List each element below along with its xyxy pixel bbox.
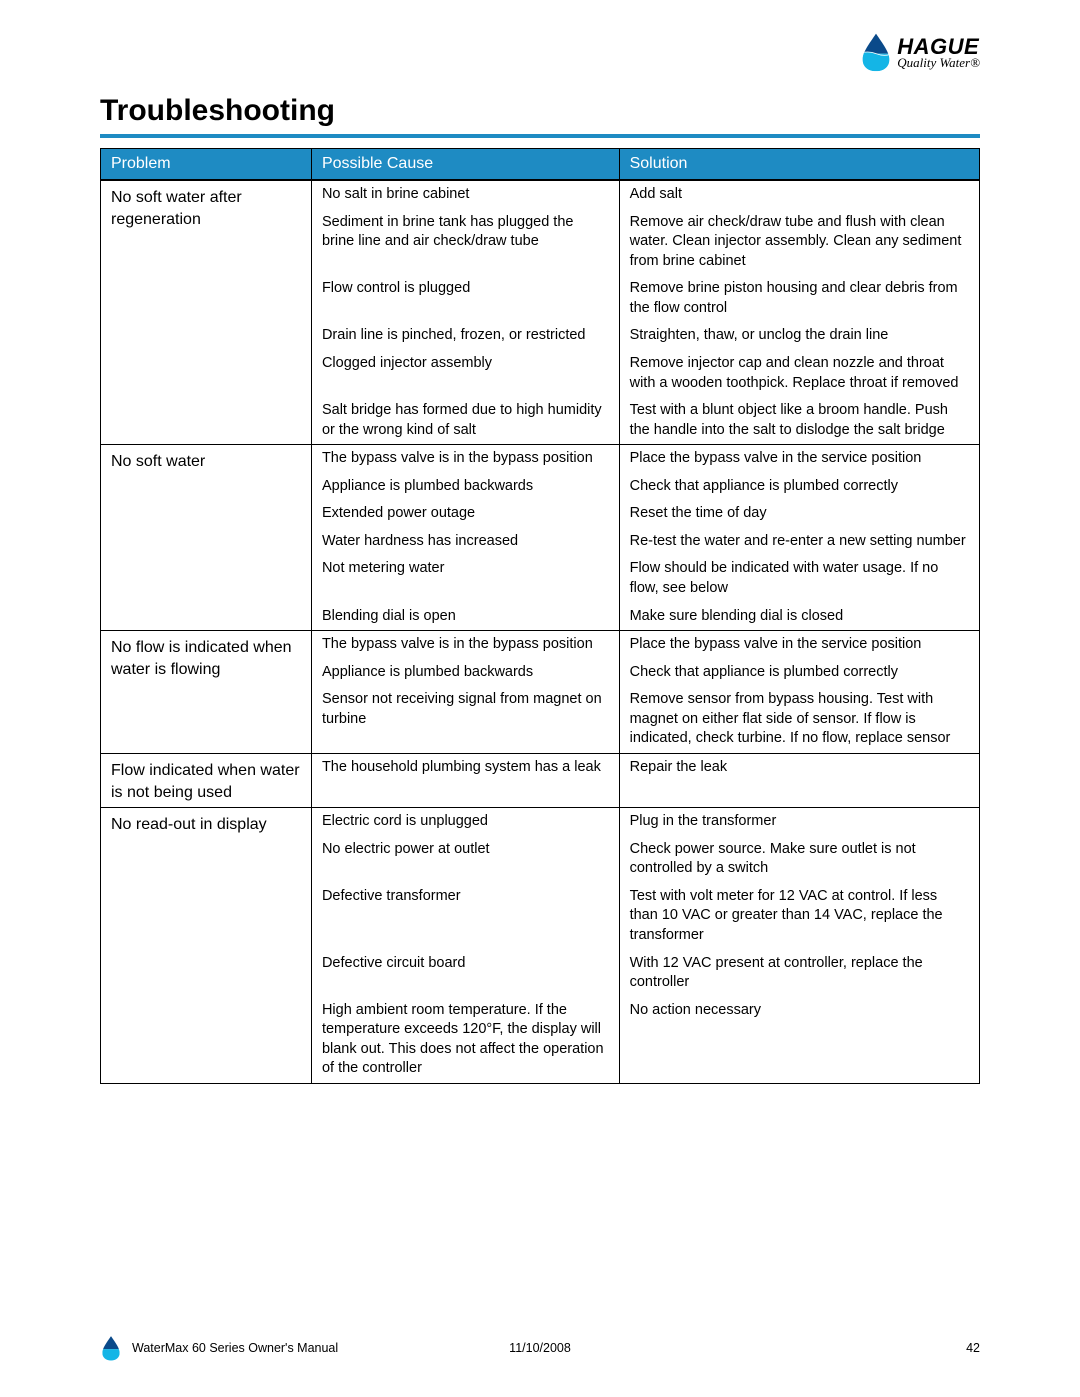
solution-cell: No action necessary bbox=[619, 997, 979, 1084]
col-problem: Problem bbox=[101, 149, 312, 181]
problem-cell: No soft water bbox=[101, 445, 312, 631]
cause-cell: Defective circuit board bbox=[311, 950, 619, 997]
problem-cell: No flow is indicated when water is flowi… bbox=[101, 631, 312, 754]
cause-cell: No salt in brine cabinet bbox=[311, 180, 619, 209]
cause-cell: Appliance is plumbed backwards bbox=[311, 659, 619, 687]
col-solution: Solution bbox=[619, 149, 979, 181]
table-row: Flow indicated when water is not being u… bbox=[101, 753, 980, 807]
page-title: Troubleshooting bbox=[100, 94, 980, 128]
problem-cell: No soft water after regeneration bbox=[101, 180, 312, 445]
cause-cell: Drain line is pinched, frozen, or restri… bbox=[311, 322, 619, 350]
cause-cell: The household plumbing system has a leak bbox=[311, 753, 619, 807]
solution-cell: Place the bypass valve in the service po… bbox=[619, 631, 979, 659]
cause-cell: Sensor not receiving signal from magnet … bbox=[311, 686, 619, 753]
cause-cell: Flow control is plugged bbox=[311, 275, 619, 322]
brand-logo: HAGUE Quality Water® bbox=[859, 32, 980, 72]
problem-cell: No read-out in display bbox=[101, 808, 312, 1084]
problem-cell: Flow indicated when water is not being u… bbox=[101, 753, 312, 807]
footer-page-number: 42 bbox=[966, 1341, 980, 1355]
cause-cell: Clogged injector assembly bbox=[311, 350, 619, 397]
table-row: No flow is indicated when water is flowi… bbox=[101, 631, 980, 659]
cause-cell: No electric power at outlet bbox=[311, 836, 619, 883]
water-drop-icon bbox=[859, 32, 893, 72]
table-row: No soft water after regenerationNo salt … bbox=[101, 180, 980, 209]
solution-cell: Remove air check/draw tube and flush wit… bbox=[619, 209, 979, 276]
cause-cell: The bypass valve is in the bypass positi… bbox=[311, 631, 619, 659]
solution-cell: Re-test the water and re-enter a new set… bbox=[619, 528, 979, 556]
cause-cell: Defective transformer bbox=[311, 883, 619, 950]
table-header-row: Problem Possible Cause Solution bbox=[101, 149, 980, 181]
troubleshooting-table: Problem Possible Cause Solution No soft … bbox=[100, 148, 980, 1084]
cause-cell: Water hardness has increased bbox=[311, 528, 619, 556]
solution-cell: Add salt bbox=[619, 180, 979, 209]
solution-cell: Check power source. Make sure outlet is … bbox=[619, 836, 979, 883]
page-footer: WaterMax 60 Series Owner's Manual 11/10/… bbox=[100, 1335, 980, 1361]
cause-cell: Salt bridge has formed due to high humid… bbox=[311, 397, 619, 445]
water-drop-icon bbox=[100, 1335, 122, 1361]
col-cause: Possible Cause bbox=[311, 149, 619, 181]
cause-cell: The bypass valve is in the bypass positi… bbox=[311, 445, 619, 473]
cause-cell: Sediment in brine tank has plugged the b… bbox=[311, 209, 619, 276]
cause-cell: High ambient room temperature. If the te… bbox=[311, 997, 619, 1084]
solution-cell: Test with volt meter for 12 VAC at contr… bbox=[619, 883, 979, 950]
cause-cell: Electric cord is unplugged bbox=[311, 808, 619, 836]
table-row: No read-out in displayElectric cord is u… bbox=[101, 808, 980, 836]
solution-cell: With 12 VAC present at controller, repla… bbox=[619, 950, 979, 997]
solution-cell: Place the bypass valve in the service po… bbox=[619, 445, 979, 473]
solution-cell: Plug in the transformer bbox=[619, 808, 979, 836]
solution-cell: Straighten, thaw, or unclog the drain li… bbox=[619, 322, 979, 350]
solution-cell: Flow should be indicated with water usag… bbox=[619, 555, 979, 602]
solution-cell: Remove injector cap and clean nozzle and… bbox=[619, 350, 979, 397]
cause-cell: Not metering water bbox=[311, 555, 619, 602]
title-underline bbox=[100, 134, 980, 138]
solution-cell: Test with a blunt object like a broom ha… bbox=[619, 397, 979, 445]
cause-cell: Blending dial is open bbox=[311, 603, 619, 631]
solution-cell: Make sure blending dial is closed bbox=[619, 603, 979, 631]
solution-cell: Repair the leak bbox=[619, 753, 979, 807]
cause-cell: Extended power outage bbox=[311, 500, 619, 528]
footer-manual: WaterMax 60 Series Owner's Manual bbox=[132, 1341, 338, 1355]
solution-cell: Remove sensor from bypass housing. Test … bbox=[619, 686, 979, 753]
solution-cell: Check that appliance is plumbed correctl… bbox=[619, 473, 979, 501]
brand-tagline: Quality Water® bbox=[897, 56, 980, 69]
cause-cell: Appliance is plumbed backwards bbox=[311, 473, 619, 501]
footer-date: 11/10/2008 bbox=[509, 1341, 571, 1355]
solution-cell: Check that appliance is plumbed correctl… bbox=[619, 659, 979, 687]
table-row: No soft waterThe bypass valve is in the … bbox=[101, 445, 980, 473]
solution-cell: Remove brine piston housing and clear de… bbox=[619, 275, 979, 322]
solution-cell: Reset the time of day bbox=[619, 500, 979, 528]
